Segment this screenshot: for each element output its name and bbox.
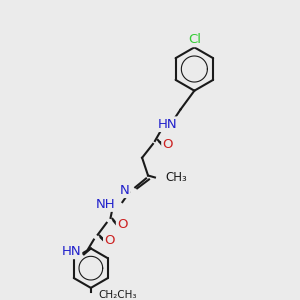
Text: O: O [104, 234, 115, 247]
Text: CH₃: CH₃ [166, 171, 188, 184]
Text: HN: HN [61, 245, 81, 258]
Text: O: O [163, 138, 173, 152]
Text: N: N [119, 184, 129, 197]
Text: Cl: Cl [188, 33, 201, 46]
Text: CH₂CH₃: CH₂CH₃ [99, 290, 137, 300]
Text: NH: NH [96, 198, 116, 211]
Text: HN: HN [158, 118, 178, 131]
Text: O: O [117, 218, 128, 231]
